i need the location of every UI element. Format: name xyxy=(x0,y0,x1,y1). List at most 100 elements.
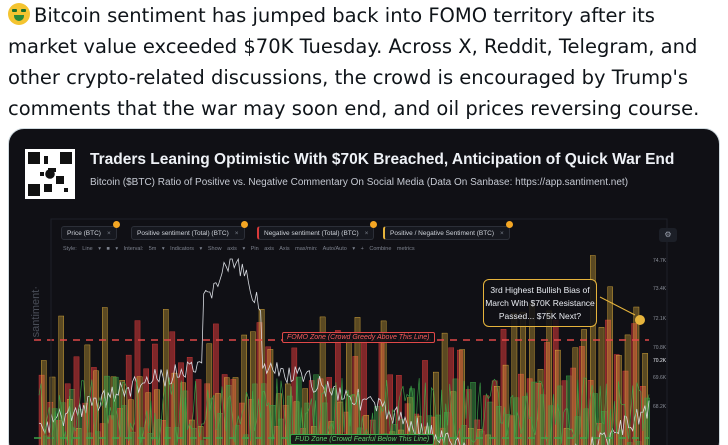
sentiment-bar xyxy=(596,423,603,445)
sentiment-bar xyxy=(635,441,642,445)
sentiment-bar xyxy=(590,255,596,445)
sentiment-bar xyxy=(265,346,272,445)
sentiment-bar xyxy=(189,419,195,445)
sentiment-bar xyxy=(180,382,187,445)
sentiment-bar xyxy=(485,434,492,445)
sentiment-bar xyxy=(162,309,169,445)
sentiment-bar xyxy=(607,286,613,445)
sentiment-bar xyxy=(195,379,202,445)
qr-code-icon xyxy=(28,152,72,196)
sentiment-bar xyxy=(433,371,439,445)
positive-sentiment-line xyxy=(38,377,650,445)
y-axis-tick: 73.4K xyxy=(653,286,667,292)
sentiment-bar xyxy=(41,360,47,445)
y-axis-tick: 74.7K xyxy=(653,258,667,264)
tweet-line-1-text: Bitcoin sentiment has jumped back into F… xyxy=(34,4,655,27)
sentiment-bar xyxy=(627,442,633,445)
settings-gear-icon[interactable]: ⚙ xyxy=(659,228,677,242)
chart-title: Traders Leaning Optimistic With $70K Bre… xyxy=(90,151,675,168)
sentiment-bar xyxy=(457,349,463,445)
sentiment-bar xyxy=(119,380,125,445)
chart-annotation: 3rd Highest Bullish Bias of March With $… xyxy=(483,279,597,327)
sentiment-bar xyxy=(326,377,333,445)
sentiment-bar xyxy=(526,378,533,445)
sentiment-bar xyxy=(563,428,570,445)
y-axis-tick: 68.2K xyxy=(653,404,667,410)
sentiment-bar xyxy=(143,368,150,445)
y-axis-tick: 70.8K xyxy=(653,345,667,351)
sentiment-bar xyxy=(239,402,245,445)
sentiment-bar xyxy=(544,342,550,445)
sentiment-bar xyxy=(468,428,474,445)
sentiment-bar xyxy=(86,432,93,445)
sentiment-bar xyxy=(197,426,204,445)
sentiment-bar xyxy=(213,323,219,445)
tweet-line-1: Bitcoin sentiment has jumped back into F… xyxy=(8,0,723,31)
badge-icon xyxy=(240,221,248,228)
sentiment-bar xyxy=(134,320,141,445)
badge-icon xyxy=(370,221,378,228)
sentiment-bar xyxy=(117,408,123,445)
sentiment-bar xyxy=(160,420,167,445)
sentiment-bar xyxy=(125,354,132,445)
fud-zone-label: FUD Zone (Crowd Fearful Below This Line) xyxy=(290,434,435,445)
sentiment-bar xyxy=(56,420,62,445)
sentiment-bar xyxy=(241,334,248,445)
tab-negative-sentiment[interactable]: Negative sentiment (Total) (BTC) × xyxy=(257,221,378,240)
sentiment-bar xyxy=(154,389,160,445)
sentiment-bar xyxy=(640,386,646,445)
money-mouth-face-icon xyxy=(8,3,30,25)
sentiment-bar xyxy=(75,428,82,445)
tab-positive-sentiment[interactable]: Positive sentiment (Total) (BTC) × xyxy=(131,221,248,240)
tweet-line-2: market value exceeded $70K Tuesday. Acro… xyxy=(8,35,698,58)
close-icon[interactable]: × xyxy=(364,230,369,237)
sentiment-bar xyxy=(491,380,498,445)
sentiment-bar xyxy=(535,383,542,445)
sentiment-bar xyxy=(561,380,568,445)
tweet-text: Bitcoin sentiment has jumped back into F… xyxy=(8,0,723,124)
sentiment-bar xyxy=(598,327,605,445)
sentiment-bar xyxy=(99,423,106,445)
sentiment-bar xyxy=(136,376,143,445)
sentiment-bar xyxy=(38,374,45,445)
close-icon[interactable]: × xyxy=(234,230,239,237)
close-icon[interactable]: × xyxy=(500,230,504,237)
sentiment-bar xyxy=(247,399,254,445)
annotation-arrow xyxy=(599,296,636,316)
sentiment-bar xyxy=(186,356,193,445)
sentiment-bar xyxy=(91,367,97,445)
chart-plot-area-frame xyxy=(50,218,668,445)
y-axis-tick-current: 70.2K xyxy=(653,358,667,364)
sentiment-chart xyxy=(34,218,668,445)
sentiment-bar xyxy=(605,319,611,445)
latest-point-marker xyxy=(635,315,645,325)
sentiment-bar xyxy=(555,349,561,445)
badge-icon xyxy=(112,221,120,228)
sentiment-bar xyxy=(223,377,230,445)
sentiment-bar xyxy=(537,369,544,445)
sentiment-bar xyxy=(616,355,622,445)
sentiment-bar xyxy=(152,343,158,445)
sentiment-bar xyxy=(58,315,64,445)
sentiment-bar xyxy=(644,397,650,445)
chart-options-row[interactable]: Style: Line ▾ ■ ▾ Interval: 5m ▾ Indicat… xyxy=(63,246,415,252)
y-axis-tick: 69.6K xyxy=(653,375,667,381)
qr-code xyxy=(25,149,75,199)
sentiment-bar xyxy=(130,431,136,445)
tab-positive-negative-ratio[interactable]: Positive / Negative Sentiment (BTC) × xyxy=(383,221,513,240)
sentiment-bar xyxy=(642,353,648,445)
sentiment-bar xyxy=(465,389,472,445)
close-icon[interactable]: × xyxy=(106,230,111,237)
tweet-line-3: other crypto-related discussions, the cr… xyxy=(8,66,689,89)
sentiment-bar xyxy=(633,306,640,445)
sentiment-bar xyxy=(459,349,465,445)
tab-price[interactable]: Price (BTC) × xyxy=(61,221,120,240)
sentiment-bar xyxy=(243,434,250,445)
tweet-line-4: comments that the war may soon end, and … xyxy=(8,97,700,120)
price-line xyxy=(38,257,650,445)
sentiment-bar xyxy=(622,370,629,445)
sentiment-bar xyxy=(570,367,576,445)
sentiment-bar xyxy=(587,379,594,445)
media-image[interactable]: Traders Leaning Optimistic With $70K Bre… xyxy=(8,128,720,445)
sentiment-bar xyxy=(624,334,631,445)
